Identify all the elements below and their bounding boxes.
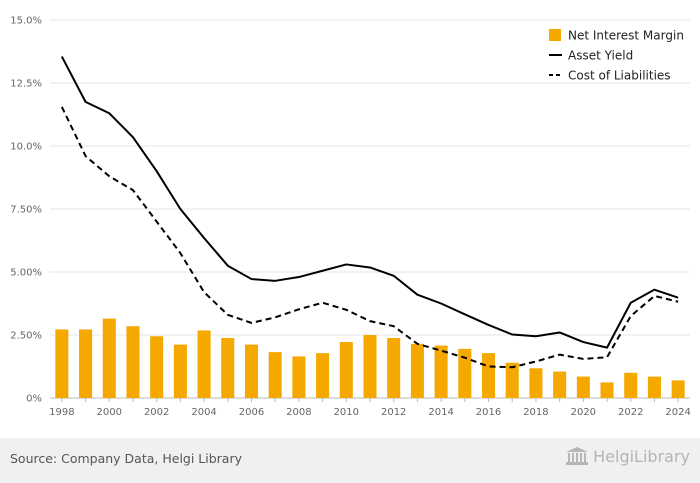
lines — [60, 56, 679, 369]
chart: 0% 2.50% 5.00% 7.50% 10.0% 12.5% 15.0% 1998 2000… — [10, 16, 691, 419]
bar-net-interest-margin — [268, 352, 282, 398]
y-tick-label: 7.50% — [10, 205, 42, 216]
y-tick-label: 2.50% — [10, 331, 42, 342]
y-tick-label: 5.00% — [10, 268, 42, 279]
bar-net-interest-margin — [387, 338, 401, 398]
bar-net-interest-margin — [529, 368, 543, 398]
bar-net-interest-margin — [576, 376, 590, 398]
bar-net-interest-margin — [458, 348, 472, 398]
bar-net-interest-margin — [363, 335, 377, 398]
x-tick-label: 2016 — [476, 407, 501, 418]
bar-net-interest-margin — [316, 353, 330, 398]
bar-net-interest-margin — [126, 326, 140, 398]
bar-net-interest-margin — [505, 362, 519, 398]
bar-net-interest-margin — [197, 330, 211, 398]
x-tick-label: 2022 — [618, 407, 643, 418]
bar-net-interest-margin — [55, 329, 69, 398]
legend-item: Net Interest Margin — [549, 29, 684, 43]
legend-label: Asset Yield — [568, 49, 633, 63]
bar-net-interest-margin — [221, 338, 235, 398]
legend-item: Cost of Liabilities — [549, 69, 671, 83]
helgi-library-logo[interactable]: HelgiLibrary — [565, 446, 690, 466]
gridlines — [50, 19, 690, 399]
bar-net-interest-margin — [553, 371, 567, 398]
bar-net-interest-margin — [244, 344, 258, 398]
bar-net-interest-margin — [647, 376, 661, 398]
bar-net-interest-margin — [102, 318, 116, 398]
bar-net-interest-margin — [671, 380, 685, 398]
y-tick-label: 0% — [26, 394, 42, 405]
x-tick-label: 2008 — [286, 407, 311, 418]
line-cost-of-liabilities — [60, 106, 679, 369]
legend-label: Net Interest Margin — [568, 29, 684, 43]
y-tick-label: 12.5% — [10, 79, 42, 90]
x-tick-label: 2020 — [571, 407, 596, 418]
bar-net-interest-margin — [482, 353, 496, 398]
bar-net-interest-margin — [292, 356, 306, 398]
x-tick-label: 2018 — [523, 407, 548, 418]
axes: 0% 2.50% 5.00% 7.50% 10.0% 12.5% 15.0% 1998 2000… — [10, 16, 691, 419]
line-asset-yield — [60, 56, 679, 349]
x-tick-label: 2024 — [665, 407, 690, 418]
bar-net-interest-margin — [600, 382, 614, 398]
x-tick-label: 1998 — [49, 407, 74, 418]
bars-net-interest-margin — [55, 318, 685, 398]
x-tick-label: 2006 — [239, 407, 264, 418]
footer — [0, 438, 700, 483]
bar-net-interest-margin — [339, 342, 353, 398]
bar-net-interest-margin — [624, 372, 638, 398]
source-note: Source: Company Data, Helgi Library — [10, 451, 243, 466]
bar-net-interest-margin — [173, 344, 187, 398]
x-tick-label: 2012 — [381, 407, 406, 418]
legend: Net Interest Margin Asset Yield Cost of Li… — [549, 29, 684, 83]
library-building-icon — [566, 447, 589, 465]
x-tick-label: 2014 — [428, 407, 453, 418]
y-tick-label: 10.0% — [10, 142, 42, 153]
bar-net-interest-margin — [150, 336, 164, 398]
x-tick-label: 2010 — [334, 407, 359, 418]
x-tick-label: 2000 — [97, 407, 122, 418]
x-tick-label: 2002 — [144, 407, 169, 418]
legend-item: Asset Yield — [549, 49, 633, 63]
x-tick-label: 2004 — [191, 407, 216, 418]
legend-swatch — [549, 29, 561, 41]
bar-net-interest-margin — [410, 343, 424, 398]
legend-label: Cost of Liabilities — [568, 69, 671, 83]
bar-net-interest-margin — [434, 345, 448, 398]
y-tick-label: 15.0% — [10, 16, 42, 27]
bar-net-interest-margin — [79, 329, 93, 398]
logo-text: HelgiLibrary — [593, 446, 690, 466]
